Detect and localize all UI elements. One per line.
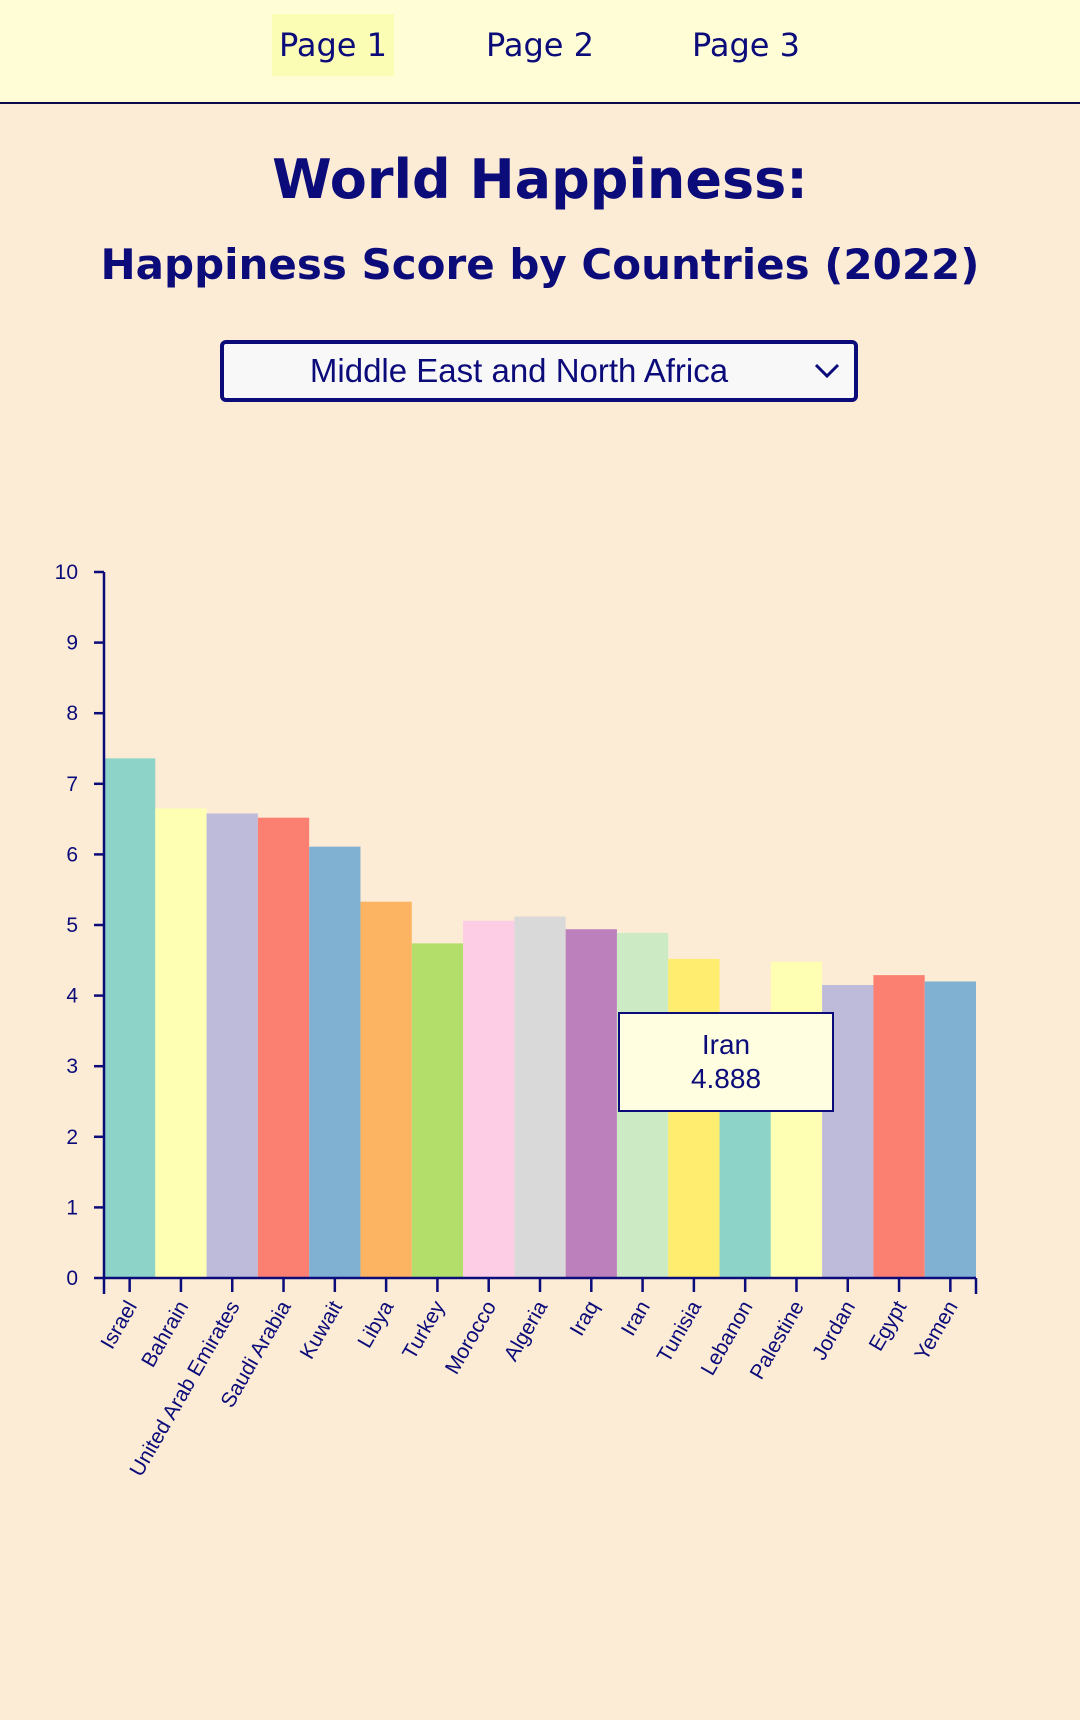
bar-yemen[interactable] <box>924 981 976 1278</box>
bar-tunisia[interactable] <box>668 958 720 1278</box>
bar-saudi-arabia[interactable] <box>257 817 310 1278</box>
y-tick-label: 3 <box>66 1055 78 1078</box>
bar-united-arab-emirates[interactable] <box>206 813 258 1278</box>
x-tick-label: Jordan <box>808 1297 860 1364</box>
region-select-value: Middle East and North Africa <box>309 352 729 389</box>
y-tick-label: 9 <box>66 632 78 655</box>
x-tick-label: Iraq <box>566 1297 604 1340</box>
chart-subtitle: Happiness Score by Countries (2022) <box>100 240 980 289</box>
y-tick-label: 1 <box>66 1196 78 1219</box>
x-tick-label: Algeria <box>500 1297 553 1365</box>
y-tick-label: 0 <box>66 1267 78 1290</box>
bar-egypt[interactable] <box>873 975 925 1278</box>
x-tick-label: Tunisia <box>653 1297 707 1367</box>
bar-bahrain[interactable] <box>155 808 207 1278</box>
bar-palestine[interactable] <box>770 961 823 1278</box>
x-tick-label: Israel <box>96 1297 142 1353</box>
y-tick-label: 5 <box>66 914 78 937</box>
tooltip-country: Iran <box>701 1029 751 1060</box>
x-tick-label: Iran <box>617 1297 655 1340</box>
x-tick-label: Turkey <box>398 1297 450 1364</box>
y-tick-label: 4 <box>66 985 78 1008</box>
y-tick-label: 6 <box>66 843 78 866</box>
y-tick-label: 7 <box>66 773 78 796</box>
x-tick-label: Bahrain <box>137 1297 193 1371</box>
x-tick-label: Yemen <box>910 1297 962 1364</box>
bar-iraq[interactable] <box>565 929 617 1278</box>
bar-kuwait[interactable] <box>309 846 361 1278</box>
x-tick-label: Libya <box>353 1297 398 1352</box>
nav-page-3[interactable]: Page 3 <box>692 26 800 64</box>
nav-page-2[interactable]: Page 2 <box>486 26 594 64</box>
y-tick-label: 10 <box>55 561 78 584</box>
x-tick-label: Morocco <box>441 1297 501 1378</box>
region-select[interactable]: Middle East and North Africa <box>220 340 858 402</box>
chevron-down-icon <box>814 363 840 379</box>
bar-algeria[interactable] <box>514 916 566 1278</box>
top-nav: Page 1 Page 2 Page 3 <box>0 0 1080 104</box>
bar-morocco[interactable] <box>463 920 515 1278</box>
bar-libya[interactable] <box>360 901 412 1278</box>
x-tick-label: Egypt <box>865 1297 912 1355</box>
tooltip-value: 4.888 <box>690 1063 762 1094</box>
bar-israel[interactable] <box>104 758 156 1278</box>
page-title: World Happiness: <box>272 148 808 211</box>
x-tick-label: Kuwait <box>296 1297 348 1363</box>
bar-turkey[interactable] <box>411 943 464 1278</box>
nav-page-1[interactable]: Page 1 <box>272 14 394 76</box>
y-tick-label: 8 <box>66 702 78 725</box>
bar-tooltip: Iran 4.888 <box>618 1012 834 1112</box>
y-tick-label: 2 <box>66 1126 78 1149</box>
